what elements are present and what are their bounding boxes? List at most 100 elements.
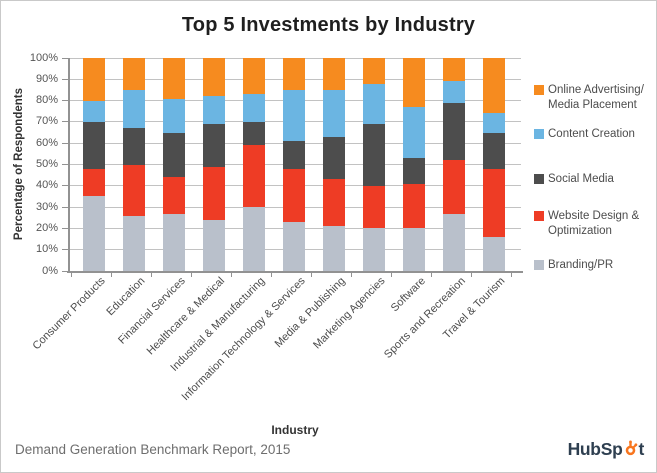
y-tick-label: 0% xyxy=(42,264,58,277)
segment-website-design-optimization xyxy=(363,185,385,229)
y-axis-tick xyxy=(62,100,68,102)
segment-online-advertising-media-placement xyxy=(363,58,385,84)
segment-social-media xyxy=(403,158,425,184)
segment-branding-pr xyxy=(83,196,105,271)
legend-label: Branding/PR xyxy=(548,259,614,271)
segment-social-media xyxy=(363,124,385,186)
x-axis-tick xyxy=(311,273,312,277)
segment-branding-pr xyxy=(323,226,345,271)
segment-social-media xyxy=(203,124,225,167)
segment-online-advertising-media-placement xyxy=(163,58,185,99)
segment-content-creation xyxy=(83,100,105,122)
x-axis-tick xyxy=(191,273,192,277)
bar-marketing-agencies xyxy=(363,58,385,271)
segment-website-design-optimization xyxy=(83,168,105,197)
y-axis-tick xyxy=(62,206,68,208)
segment-content-creation xyxy=(283,89,305,142)
segment-social-media xyxy=(163,132,185,178)
x-axis-tick xyxy=(151,273,152,277)
x-category-label: Media & Publishing xyxy=(272,275,348,351)
bar-healthcare-medical xyxy=(203,58,225,271)
y-axis-tick xyxy=(62,227,68,229)
logo-text-pre: HubSp xyxy=(567,439,623,459)
y-axis-tick xyxy=(62,249,68,251)
segment-online-advertising-media-placement xyxy=(203,58,225,97)
x-category-label: Marketing Agencies xyxy=(311,275,388,352)
legend-swatch xyxy=(534,129,544,139)
segment-website-design-optimization xyxy=(443,160,465,214)
legend-item: Online Advertising/Media Placement xyxy=(534,83,644,113)
segment-online-advertising-media-placement xyxy=(83,58,105,101)
legend-swatch xyxy=(534,85,544,95)
segment-social-media xyxy=(243,121,265,146)
y-axis-tick xyxy=(62,142,68,144)
y-tick-label: 50% xyxy=(35,158,58,170)
y-axis-tick xyxy=(62,270,68,272)
y-tick-label: 30% xyxy=(35,200,58,213)
segment-content-creation xyxy=(163,98,185,133)
y-tick-label: 80% xyxy=(35,94,58,107)
gridline xyxy=(69,57,521,59)
legend-item: Website Design & Optimization xyxy=(534,209,639,239)
x-axis-tick xyxy=(71,273,72,277)
x-category-label: Healthcare & Medical xyxy=(145,275,228,358)
y-axis-tick xyxy=(62,164,68,165)
x-axis-title: Industry xyxy=(271,423,319,437)
sprocket-icon xyxy=(626,440,638,456)
segment-website-design-optimization xyxy=(163,177,185,214)
segment-online-advertising-media-placement xyxy=(403,58,425,108)
segment-branding-pr xyxy=(403,228,425,271)
logo-text-post: t xyxy=(638,439,644,459)
x-axis-tick xyxy=(511,273,512,277)
legend-item: Content Creation xyxy=(534,127,635,142)
bar-information-technology-services xyxy=(283,58,305,271)
legend-item: Social Media xyxy=(534,172,614,187)
legend-label: Website Design & Optimization xyxy=(548,210,640,237)
segment-branding-pr xyxy=(243,207,265,271)
x-axis-tick xyxy=(231,273,232,277)
segment-online-advertising-media-placement xyxy=(123,58,145,90)
bar-financial-services xyxy=(163,58,185,271)
segment-branding-pr xyxy=(283,222,305,271)
y-tick-label: 40% xyxy=(35,179,58,192)
segment-branding-pr xyxy=(483,236,505,271)
segment-content-creation xyxy=(203,96,225,125)
x-axis-tick xyxy=(431,273,432,277)
x-axis-tick xyxy=(271,273,272,277)
x-axis-tick xyxy=(391,273,392,277)
segment-website-design-optimization xyxy=(123,164,145,216)
segment-content-creation xyxy=(323,89,345,137)
segment-social-media xyxy=(83,121,105,169)
legend-item: Branding/PR xyxy=(534,258,613,273)
segment-branding-pr xyxy=(363,228,385,271)
legend-swatch xyxy=(534,260,544,270)
segment-online-advertising-media-placement xyxy=(323,58,345,90)
segment-website-design-optimization xyxy=(403,183,425,229)
bar-consumer-products xyxy=(83,58,105,271)
x-axis-tick xyxy=(471,273,472,277)
y-tick-label: 10% xyxy=(35,243,58,256)
segment-social-media xyxy=(483,132,505,169)
segment-online-advertising-media-placement xyxy=(283,58,305,90)
chart-title: Top 5 Investments by Industry xyxy=(181,14,476,36)
y-axis-tick xyxy=(62,57,68,59)
source-caption: Demand Generation Benchmark Report, 2015 xyxy=(15,442,291,457)
y-tick-label: 90% xyxy=(35,72,58,85)
segment-branding-pr xyxy=(163,213,185,271)
bar-industrial-manufacturing xyxy=(243,58,265,271)
hubspot-logo: HubSp t xyxy=(567,439,645,460)
legend-swatch xyxy=(534,211,544,221)
segment-online-advertising-media-placement xyxy=(483,58,505,114)
y-tick-label: 20% xyxy=(35,221,58,234)
x-axis-tick xyxy=(111,273,112,277)
segment-online-advertising-media-placement xyxy=(243,58,265,95)
segment-branding-pr xyxy=(203,219,225,271)
segment-content-creation xyxy=(443,81,465,103)
y-axis-line xyxy=(68,58,70,273)
segment-website-design-optimization xyxy=(283,168,305,223)
segment-social-media xyxy=(123,128,145,165)
segment-branding-pr xyxy=(123,215,145,271)
x-axis-line xyxy=(67,271,523,273)
segment-online-advertising-media-placement xyxy=(443,58,465,82)
